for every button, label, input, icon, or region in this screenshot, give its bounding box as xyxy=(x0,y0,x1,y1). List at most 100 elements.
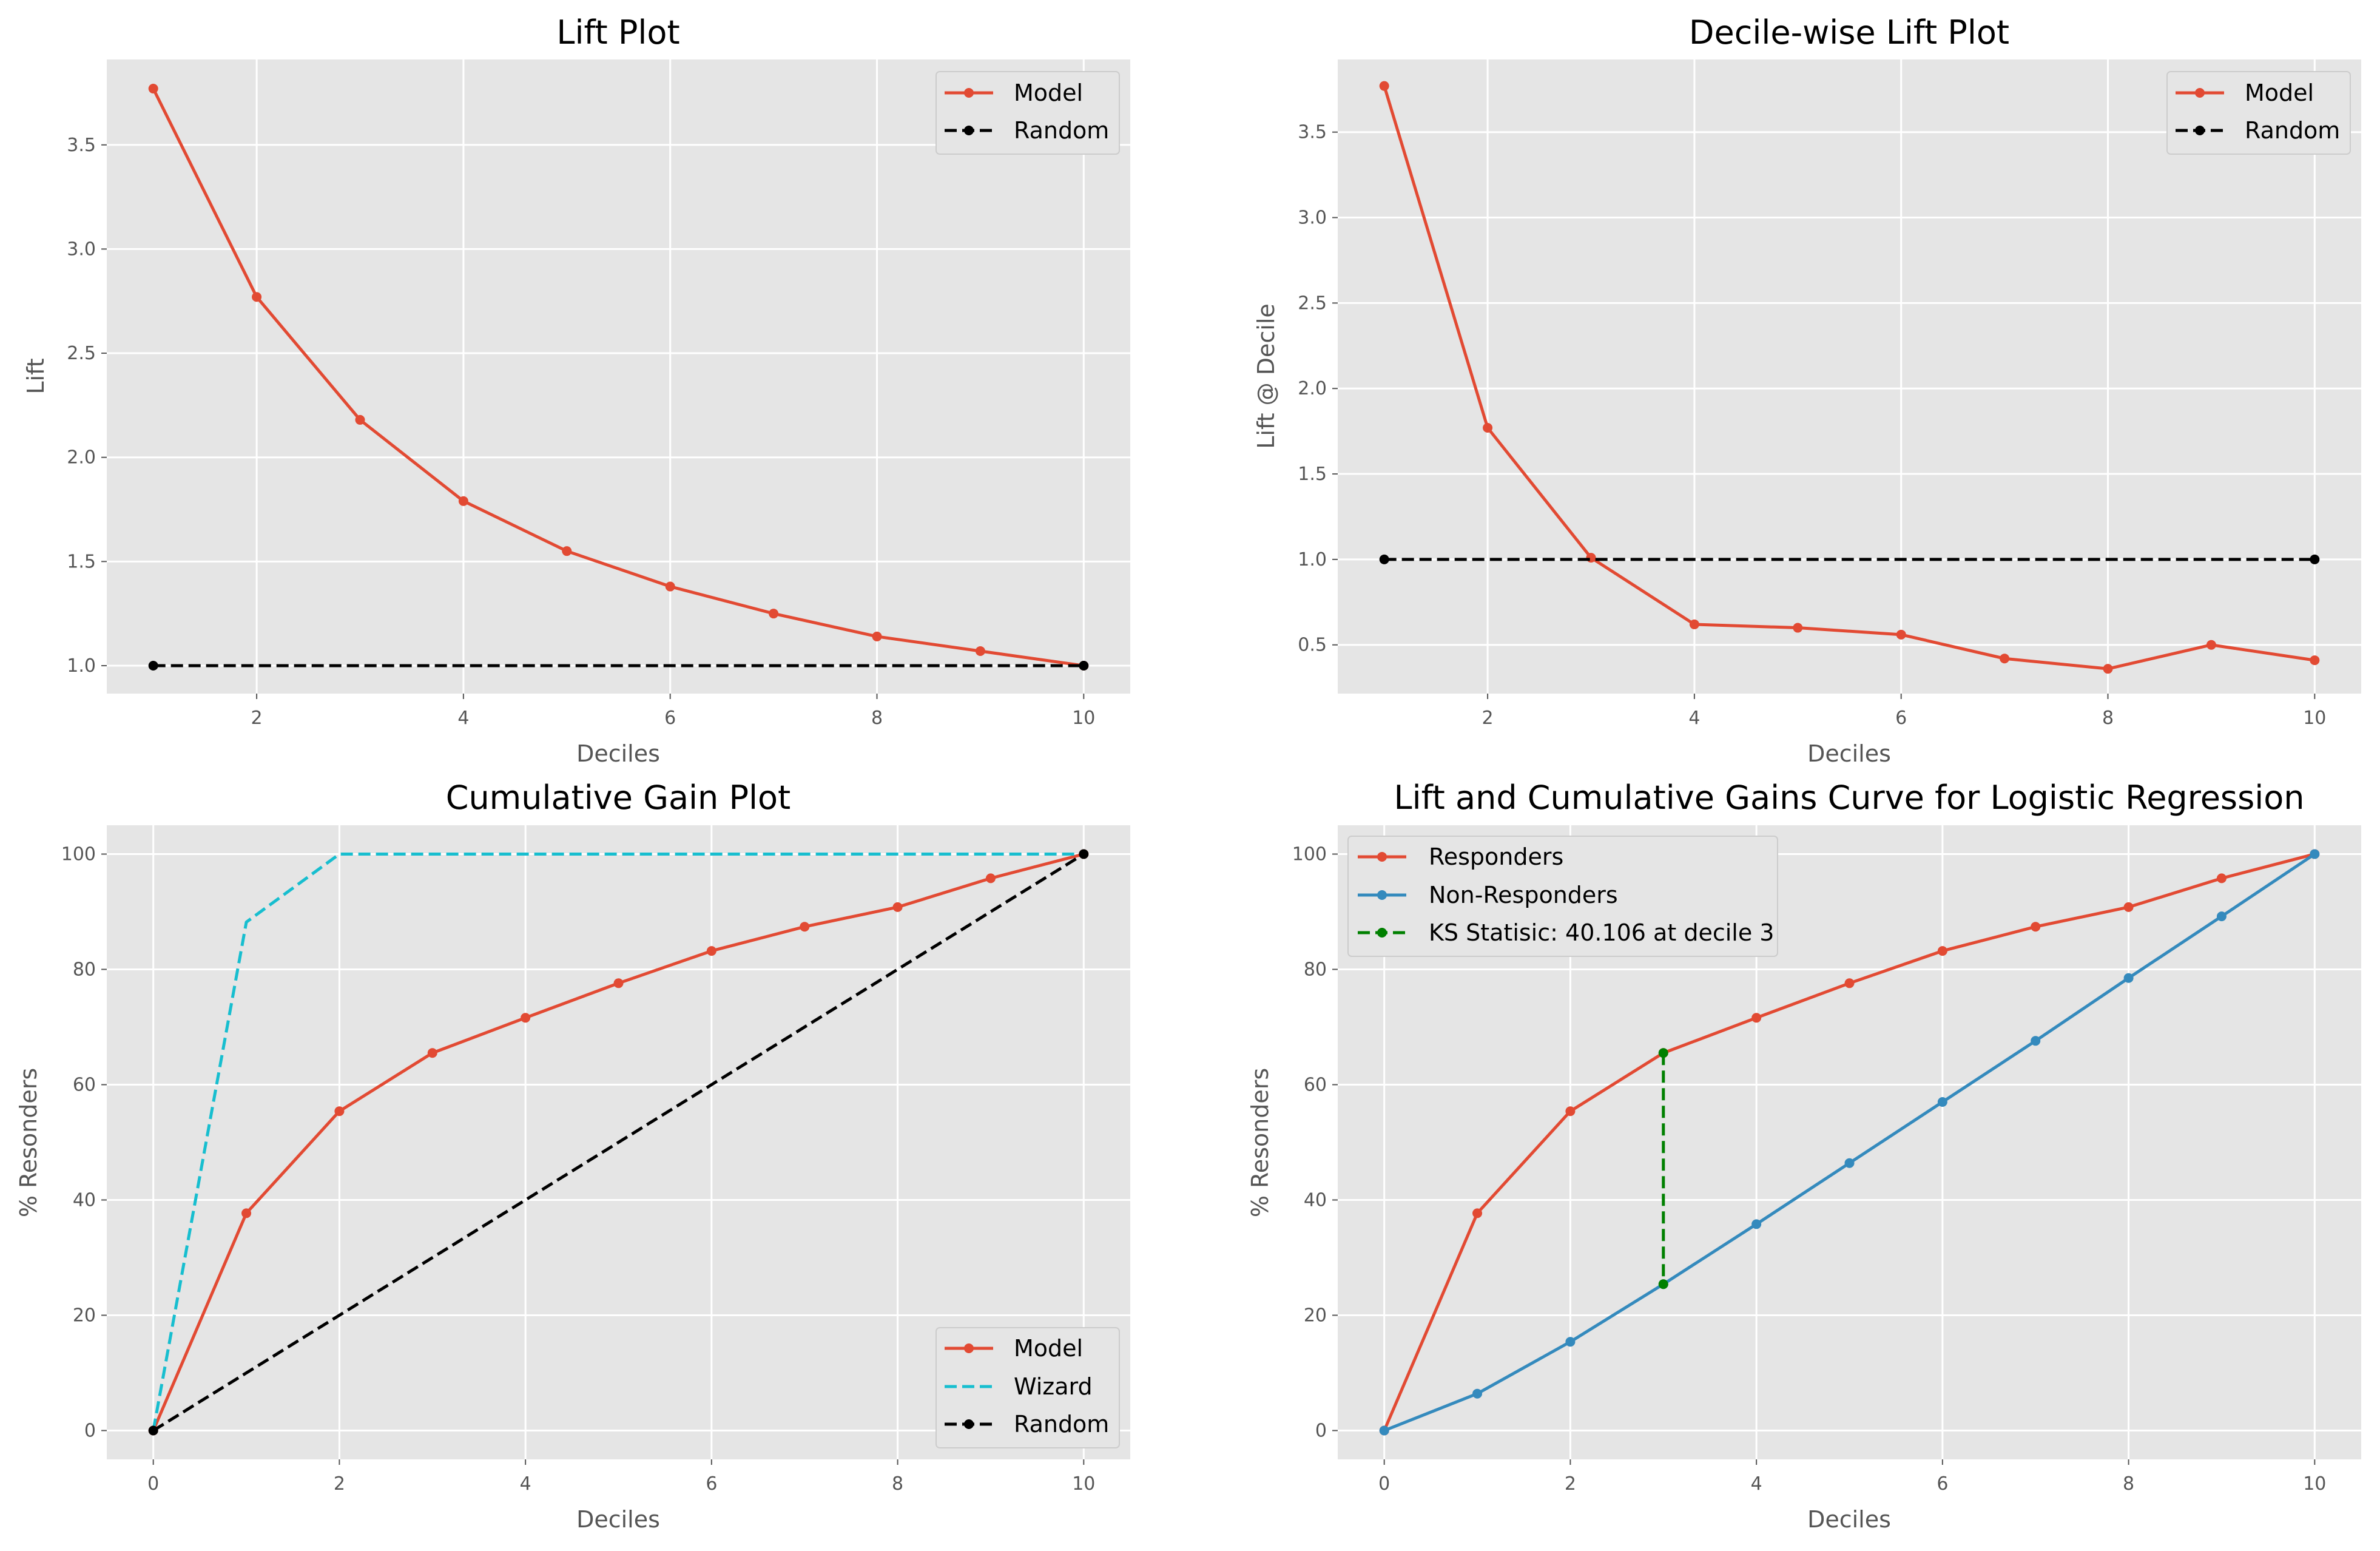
decile-lift-xlabel: Deciles xyxy=(1807,740,1891,767)
decile-lift-ylabel: Lift @ Decile xyxy=(1253,303,1279,449)
gain-point-random-0 xyxy=(148,1425,158,1436)
lift-point-model-8 xyxy=(975,646,985,656)
cumulative-gain-gridlines xyxy=(107,825,1130,1459)
lift-plot-legend-marker-random xyxy=(964,126,974,135)
ks-ytick-label-100: 100 xyxy=(1292,844,1327,865)
lift-point-random-1 xyxy=(1079,660,1089,671)
gain-point-model-7 xyxy=(800,922,810,932)
lift-ytick-label-2-5: 2.5 xyxy=(67,343,96,364)
lift-point-random-0 xyxy=(148,660,158,671)
cumulative-gain-series xyxy=(148,849,1089,1436)
lift-plot-legend-label-random: Random xyxy=(1014,117,1109,144)
decile-point-random-1 xyxy=(2310,554,2320,564)
ks-statistic-series xyxy=(1379,849,2320,1436)
decile-lift-series xyxy=(1379,81,2320,674)
ks-point-non-responders-6 xyxy=(1937,1097,1947,1107)
gain-ytick-label-40: 40 xyxy=(73,1190,96,1211)
gain-xtick-label-8: 8 xyxy=(892,1473,903,1495)
lift-ytick-label-3-5: 3.5 xyxy=(67,135,96,156)
lift-plot-legend: Model Random xyxy=(935,71,1120,155)
decile-lift-panel: 2 4 6 8 10 0.5 1.0 1.5 2.0 2.5 3.0 3.5 Decile-wise … xyxy=(1253,13,2361,767)
gain-point-model-4 xyxy=(521,1013,531,1023)
lift-xtick-label-4: 4 xyxy=(457,708,469,729)
ks-point-responders-7 xyxy=(2031,922,2041,932)
ks-point-non-responders-2 xyxy=(1565,1337,1576,1347)
lift-plot-legend-marker-model xyxy=(964,88,974,98)
decile-point-model-5 xyxy=(1896,629,1906,640)
cumulative-gain-legend-label-model: Model xyxy=(1014,1335,1083,1362)
ks-xtick-label-0: 0 xyxy=(1378,1473,1390,1495)
gain-series-line-wizard xyxy=(152,853,1084,1431)
lift-ytick-label-2: 2.0 xyxy=(67,447,96,468)
lift-point-model-1 xyxy=(252,292,262,302)
lift-plot-xlabel: Deciles xyxy=(576,740,660,767)
ks-point-responders-9 xyxy=(2216,873,2227,884)
decile-ytick-label-2-5: 2.5 xyxy=(1298,292,1327,314)
ks-xtick-label-10: 10 xyxy=(2303,1473,2326,1495)
lift-point-model-4 xyxy=(562,546,572,556)
cumulative-gain-legend-box xyxy=(935,1327,1120,1448)
gain-point-model-9 xyxy=(985,873,996,884)
ks-statistic-legend-label-responders: Responders xyxy=(1429,843,1563,870)
ks-statistic-title: Lift and Cumulative Gains Curve for Logi… xyxy=(1394,779,2305,817)
cumulative-gain-legend-label-wizard: Wizard xyxy=(1014,1373,1093,1400)
lift-point-model-0 xyxy=(148,84,158,94)
cumulative-gain-legend: Model Wizard Random xyxy=(935,1327,1120,1448)
gain-series-line-random xyxy=(152,853,1085,1432)
ks-statistic-legend-label-ks: KS Statisic: 40.106 at decile 3 xyxy=(1429,919,1774,946)
cumulative-gain-legend-marker-random xyxy=(964,1419,974,1429)
decile-lift-legend-marker-random xyxy=(2195,126,2205,135)
ks-ytick-label-20: 20 xyxy=(1304,1305,1327,1326)
ks-statistic-legend: Responders Non-Responders KS Statisic: 4… xyxy=(1347,836,1778,957)
lift-xtick-label-6: 6 xyxy=(664,708,676,729)
decile-ytick-label-1: 1.0 xyxy=(1298,549,1327,570)
gain-point-model-3 xyxy=(427,1048,437,1058)
gain-ytick-label-0: 0 xyxy=(84,1421,96,1442)
lift-xtick-label-10: 10 xyxy=(1072,708,1095,729)
ks-point-responders-1 xyxy=(1472,1208,1483,1218)
decile-ytick-label-3: 3.0 xyxy=(1298,208,1327,229)
ks-ytick-label-40: 40 xyxy=(1304,1190,1327,1211)
decile-point-model-0 xyxy=(1379,81,1389,91)
gain-xtick-label-6: 6 xyxy=(706,1473,717,1495)
ks-xtick-label-8: 8 xyxy=(2123,1473,2134,1495)
decile-ytick-label-1-5: 1.5 xyxy=(1298,464,1327,485)
ks-point-non-responders-0 xyxy=(1379,1425,1389,1436)
lift-point-model-2 xyxy=(355,414,365,425)
ks-point-responders-2 xyxy=(1565,1106,1576,1117)
decile-point-model-2 xyxy=(1586,553,1596,563)
lift-plot-series xyxy=(148,84,1089,671)
ks-statistic-legend-marker-responders xyxy=(1377,852,1387,862)
decile-point-model-6 xyxy=(2000,654,2010,664)
gain-point-random-1 xyxy=(1079,849,1089,859)
ks-statistic-legend-box xyxy=(1347,836,1778,957)
decile-xtick-label-2: 2 xyxy=(1482,708,1494,729)
gain-point-model-6 xyxy=(706,946,716,956)
decile-xtick-label-8: 8 xyxy=(2102,708,2114,729)
lift-xtick-label-2: 2 xyxy=(251,708,263,729)
decile-lift-legend-label-random: Random xyxy=(2245,117,2340,144)
ks-xtick-label-4: 4 xyxy=(1751,1473,1762,1495)
ks-point-non-responders-10 xyxy=(2310,849,2320,859)
gain-point-model-2 xyxy=(334,1106,345,1117)
ks-statistic-legend-label-non-responders: Non-Responders xyxy=(1429,882,1618,908)
decile-lift-tick-labels: 2 4 6 8 10 0.5 1.0 1.5 2.0 2.5 3.0 3.5 xyxy=(1298,122,2326,729)
ks-point-non-responders-7 xyxy=(2031,1036,2041,1046)
decile-lift-legend-label-model: Model xyxy=(2245,79,2314,106)
ks-point-non-responders-5 xyxy=(1844,1158,1855,1168)
decile-point-model-3 xyxy=(1689,619,1699,629)
decile-lift-title: Decile-wise Lift Plot xyxy=(1689,13,2009,52)
gain-xtick-label-2: 2 xyxy=(334,1473,345,1495)
ks-point-non-responders-1 xyxy=(1472,1388,1483,1399)
decile-point-random-0 xyxy=(1379,554,1389,564)
ks-xtick-label-6: 6 xyxy=(1937,1473,1948,1495)
ks-point-responders-5 xyxy=(1844,978,1855,988)
decile-ytick-label-3-5: 3.5 xyxy=(1298,122,1327,143)
cumulative-gain-ylabel: % Resonders xyxy=(15,1068,42,1217)
decile-point-model-9 xyxy=(2310,655,2320,666)
decile-point-model-1 xyxy=(1483,423,1493,433)
ks-statistic-legend-marker-ks xyxy=(1377,928,1387,938)
decile-point-model-7 xyxy=(2103,664,2113,674)
ks-point-responders-6 xyxy=(1937,946,1947,956)
